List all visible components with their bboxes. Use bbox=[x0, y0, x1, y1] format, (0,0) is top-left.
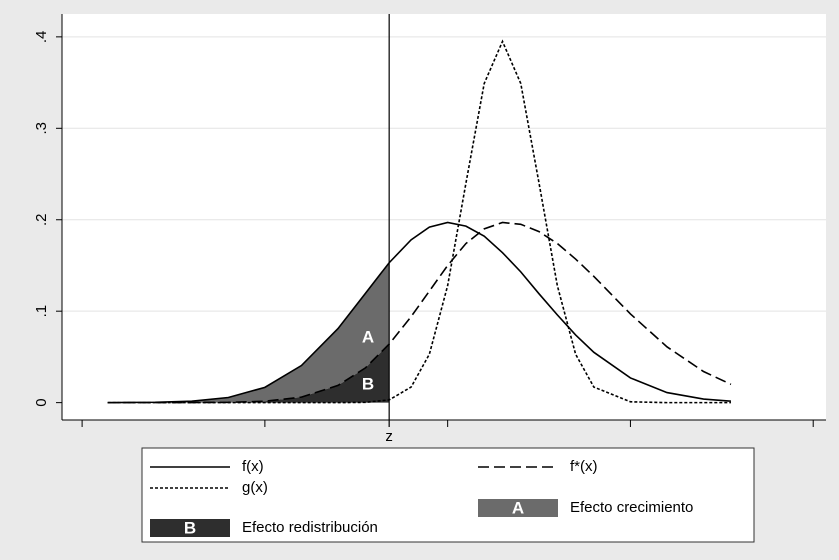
z-label: z bbox=[385, 428, 393, 445]
legend-label: Efecto redistribución bbox=[242, 519, 378, 536]
legend-label: g(x) bbox=[242, 479, 268, 496]
area-label: B bbox=[362, 374, 374, 393]
series-line bbox=[107, 221, 732, 404]
area-label: A bbox=[362, 327, 374, 346]
legend-key-label: A bbox=[512, 498, 524, 517]
legend bbox=[141, 447, 755, 543]
y-tick-label: 0 bbox=[33, 398, 50, 406]
series-line bbox=[107, 39, 731, 404]
area-a bbox=[107, 262, 390, 403]
plot-area bbox=[62, 14, 826, 420]
y-tick-label: .3 bbox=[33, 122, 50, 135]
y-tick-label: .1 bbox=[33, 305, 50, 318]
y-tick-label: .2 bbox=[33, 213, 50, 226]
legend-label: f(x) bbox=[242, 458, 264, 475]
series-line bbox=[107, 221, 732, 404]
legend-key-label: B bbox=[184, 518, 196, 537]
y-tick-label: .4 bbox=[33, 31, 50, 44]
legend-key bbox=[150, 519, 230, 537]
legend-label: f*(x) bbox=[570, 458, 598, 475]
legend-label: Efecto crecimiento bbox=[570, 499, 693, 516]
area-b bbox=[107, 344, 390, 403]
legend-key bbox=[478, 499, 558, 517]
